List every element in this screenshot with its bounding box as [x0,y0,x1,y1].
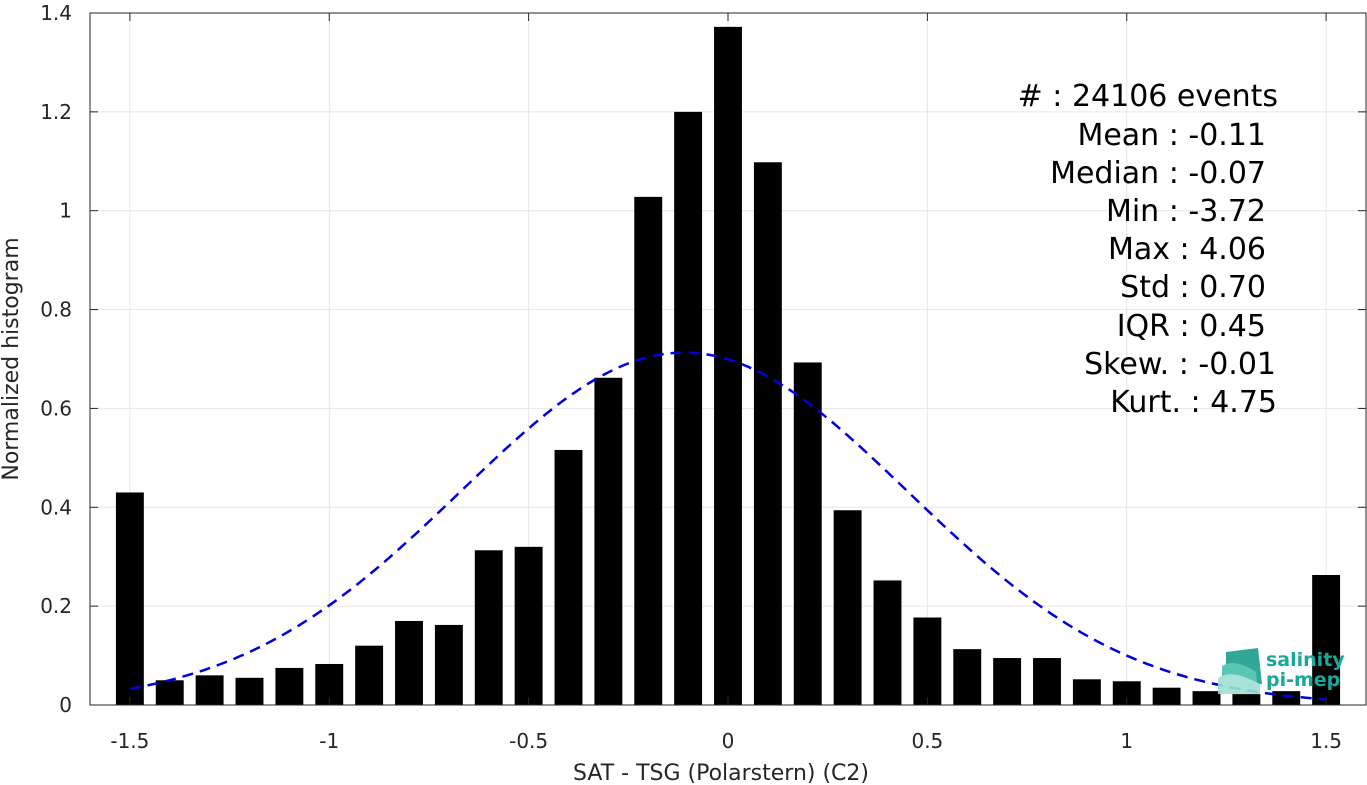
stat-iqr: IQR : 0.45 [1117,309,1266,344]
bar-3 [235,677,264,705]
x-tick-label-5: 1 [1120,729,1133,753]
y-tick-label-0: 0 [59,693,72,717]
bar-20 [913,617,942,705]
stat-events: # : 24106 events [1018,79,1278,114]
bar-17 [793,362,822,705]
bar-1 [155,680,184,705]
x-tick-label-6: 1.5 [1310,729,1342,753]
salinity-pimep-logo: salinity pi-mep [1218,648,1345,694]
histogram-bars [115,26,1341,706]
normal-fit-curve [129,351,1327,701]
bar-0 [115,492,144,705]
y-tick-label-5: 1 [59,199,72,223]
bar-21 [953,649,982,705]
bar-14 [674,111,703,706]
y-tick-label-6: 1.2 [40,100,72,124]
x-tick-label-0: -1.5 [110,729,149,753]
x-tick-label-3: 0 [722,729,735,753]
wave-logo-icon [1218,648,1262,694]
bar-10 [514,546,543,705]
bar-9 [474,550,503,705]
y-tick-label-4: 0.8 [40,298,72,322]
y-axis-label: Normalized histogram [0,237,24,480]
x-tick-label-1: -1 [319,729,339,753]
y-tick-label-2: 0.4 [40,495,72,519]
stat-std: Std : 0.70 [1120,270,1266,305]
bar-30 [1312,575,1341,705]
stat-min: Min : -3.72 [1106,194,1266,229]
bar-13 [634,196,663,706]
x-tick-labels: -1.5 -1 -0.5 0 0.5 1 1.5 [110,729,1342,753]
bar-12 [594,377,623,705]
statistics-annotation: # : 24106 events Mean : -0.11 Median : -… [1018,79,1278,420]
logo-text-pimep: pi-mep [1266,669,1340,691]
bar-18 [833,510,862,705]
bar-2 [195,675,224,705]
bar-11 [554,449,583,705]
bar-25 [1112,681,1141,705]
bar-19 [873,580,902,705]
axis-ticks [90,12,1366,706]
bar-24 [1072,679,1101,705]
y-tick-label-1: 0.2 [40,594,72,618]
bar-15 [714,26,742,705]
bar-23 [1033,658,1061,705]
stat-max: Max : 4.06 [1108,232,1266,267]
bar-6 [355,645,384,705]
bar-28 [1232,694,1261,705]
bar-22 [993,658,1022,705]
y-tick-label-7: 1.4 [40,1,72,25]
bar-7 [395,620,423,705]
x-tick-label-4: 0.5 [911,729,943,753]
bar-26 [1152,687,1181,705]
bar-16 [753,162,782,705]
logo-text-salinity: salinity [1266,649,1345,671]
stat-mean: Mean : -0.11 [1077,118,1266,153]
bar-27 [1192,691,1221,705]
y-tick-label-3: 0.6 [40,396,72,420]
stat-kurt: Kurt. : 4.75 [1110,385,1277,420]
bar-8 [434,624,463,705]
bar-29 [1272,691,1301,705]
stat-median: Median : -0.07 [1050,156,1266,191]
x-tick-label-2: -0.5 [509,729,548,753]
y-tick-labels: 0 0.2 0.4 0.6 0.8 1 1.2 1.4 [40,1,72,717]
bar-4 [275,667,304,705]
x-axis-label: SAT - TSG (Polarstern) (C2) [573,761,869,785]
stat-skew: Skew. : -0.01 [1084,347,1276,382]
